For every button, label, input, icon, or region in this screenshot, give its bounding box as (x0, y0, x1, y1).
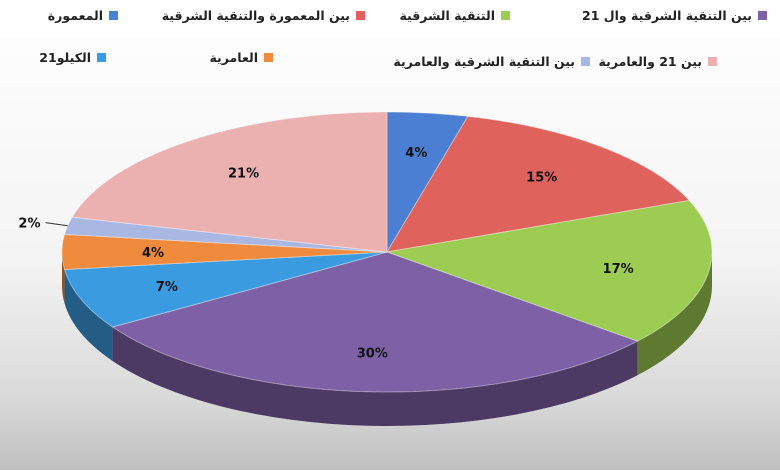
pie-3d-sides (62, 252, 712, 427)
legend-item-kilo21: الكيلو21 (39, 50, 106, 65)
legend-swatch (501, 11, 510, 20)
legend-item-mamoura: المعمورة (48, 8, 118, 23)
pie-slice-2 (385, 199, 713, 342)
legend-item-east-treatment: التنقية الشرقية (399, 8, 510, 23)
legend-item-mamoura-east-treatment: بين المعمورة والتنقية الشرقية (162, 8, 365, 23)
legend-swatch (97, 53, 106, 62)
legend-label: الكيلو21 (39, 50, 91, 65)
pie-slice-side (64, 269, 113, 362)
legend-item-east-treatment-ameriya: بين التنقية الشرقية والعامرية (393, 54, 590, 69)
legend-label: المعمورة (47, 8, 103, 23)
legend-swatch (758, 11, 767, 20)
legend-label: بين 21 والعامرية (598, 54, 702, 69)
legend-item-21-ameriya: بين 21 والعامرية (599, 54, 717, 69)
pie-slice-side (637, 252, 712, 376)
legend-swatch (356, 11, 365, 20)
legend-item-east-treatment-21: بين التنقية الشرقية وال 21 (582, 8, 767, 23)
legend-label: بين التنقية الشرقية والعامرية (393, 54, 575, 69)
pie-slice-4 (63, 251, 388, 328)
pie-data-labels: 4% 15% 17% 30% 7% 4% 2% 21% (18, 146, 633, 362)
pie-slice-3 (111, 251, 639, 393)
pie-slice-5 (61, 233, 388, 271)
pie-data-label-1: 15% (526, 170, 557, 185)
pie-slices (61, 111, 713, 393)
pie-data-label-4: 7% (156, 280, 178, 295)
pie-slice-1 (386, 115, 691, 253)
pie-data-label-3: 30% (357, 347, 388, 362)
pie-data-label-7: 21% (228, 166, 259, 181)
pie-data-label-0: 4% (405, 146, 427, 161)
chart-legend: المعمورة بين المعمورة والتنقية الشرقية ا… (0, 0, 780, 80)
legend-swatch (581, 57, 590, 66)
legend-label: التنقية الشرقية (399, 8, 495, 23)
pie-slice-side (112, 327, 638, 427)
pie-slice-7 (71, 111, 388, 253)
legend-swatch (109, 11, 118, 20)
legend-label: بين المعمورة والتنقية الشرقية (161, 8, 350, 23)
pie-data-label-6: 2% (18, 217, 40, 232)
legend-label: بين التنقية الشرقية وال 21 (582, 8, 752, 23)
pie-data-label-2: 17% (603, 262, 634, 277)
pie-slice-0 (386, 111, 469, 254)
pie-slice-side (62, 252, 65, 304)
legend-label: العامرية (209, 50, 258, 65)
legend-item-ameriya: العامرية (209, 50, 273, 65)
pie-leader-line (45, 222, 68, 227)
legend-swatch (264, 53, 273, 62)
legend-swatch (708, 57, 717, 66)
pie-data-label-5: 4% (142, 246, 164, 261)
